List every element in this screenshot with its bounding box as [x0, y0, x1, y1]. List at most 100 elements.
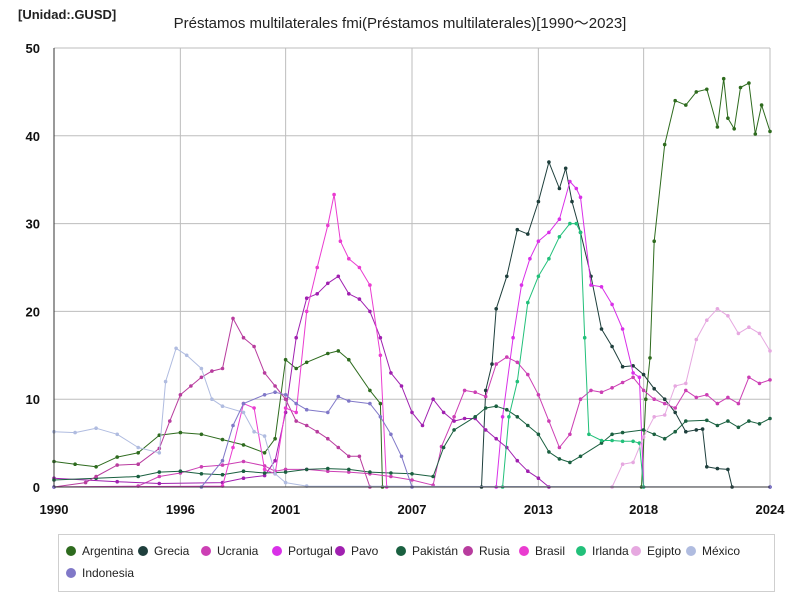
legend-label: Pakistán	[412, 544, 459, 558]
data-point-argentina	[336, 349, 341, 353]
data-point-egipto	[641, 435, 646, 439]
data-point-argentina	[220, 437, 225, 442]
legend-marker	[138, 546, 148, 556]
data-point-ucrania	[620, 380, 625, 385]
data-point-egipto	[620, 462, 625, 467]
data-point-grecia	[490, 362, 494, 366]
data-point-argentina	[73, 462, 77, 467]
legend-label: Irlanda	[592, 544, 629, 558]
data-point-indonesia	[347, 399, 351, 403]
data-point-pakistan	[505, 407, 509, 412]
data-point-ucrania	[326, 469, 330, 474]
data-point-portugal	[599, 285, 604, 289]
data-point-rusia	[189, 384, 193, 388]
data-point-pakistan	[652, 432, 656, 437]
data-point-rusia	[210, 369, 214, 373]
series-egipto	[52, 307, 772, 489]
legend-label: Portugal	[288, 544, 333, 558]
data-point-pakistan	[494, 404, 499, 409]
legend-label: Ucrania	[217, 544, 259, 558]
data-point-pavo	[420, 423, 425, 428]
data-point-argentina	[94, 465, 98, 469]
data-point-indonesia	[336, 394, 341, 399]
data-point-portugal	[574, 186, 579, 191]
legend-item-grecia: Grecia	[138, 544, 189, 558]
data-point-grecia	[715, 466, 720, 471]
data-point-brasil	[304, 309, 309, 314]
data-point-pakistan	[410, 472, 414, 476]
data-point-grecia	[652, 386, 656, 391]
data-point-portugal	[528, 256, 532, 261]
unit-label: [Unidad:.GUSD]	[18, 7, 117, 22]
x-tick-label: 2007	[398, 502, 427, 517]
data-point-pavo	[262, 473, 267, 478]
legend-label: Pavo	[351, 544, 379, 558]
data-point-argentina	[759, 103, 764, 107]
data-point-argentina	[326, 351, 330, 356]
data-point-egipto	[747, 325, 751, 330]
data-point-pakistan	[599, 441, 604, 445]
data-point-pavo	[326, 281, 330, 286]
data-point-mexico	[273, 472, 277, 476]
data-point-ucrania	[662, 401, 667, 406]
data-point-rusia	[315, 429, 320, 434]
data-point-brasil	[294, 410, 299, 415]
data-point-grecia	[526, 232, 530, 236]
legend-item-rusia: Rusia	[463, 544, 510, 558]
data-point-pavo	[357, 297, 362, 301]
data-point-pakistan	[620, 430, 625, 435]
legend-label: Rusia	[479, 544, 510, 558]
data-point-ucrania	[715, 401, 720, 406]
data-point-pavo	[410, 410, 414, 415]
data-point-ucrania	[347, 470, 351, 474]
data-point-pakistan	[389, 471, 393, 475]
data-point-portugal	[620, 327, 625, 331]
data-point-rusia	[347, 454, 351, 459]
data-point-irlanda	[526, 300, 530, 305]
legend-marker	[335, 546, 345, 556]
data-point-pavo	[441, 410, 446, 415]
legend-marker	[66, 546, 76, 556]
data-point-pavo	[389, 371, 393, 375]
legend-item-irlanda: Irlanda	[576, 544, 629, 558]
data-point-portugal	[631, 371, 635, 375]
data-point-argentina	[768, 129, 772, 134]
data-point-portugal	[578, 195, 583, 200]
data-point-rusia	[231, 316, 235, 321]
legend-item-egipto: Egipto	[631, 544, 681, 558]
data-point-pakistan	[368, 470, 372, 474]
data-point-pakistan	[452, 428, 456, 432]
data-point-ucrania	[578, 397, 583, 402]
data-point-pakistan	[220, 472, 225, 477]
data-point-egipto	[694, 337, 699, 342]
data-point-egipto	[715, 307, 720, 311]
data-point-grecia	[505, 274, 509, 279]
data-point-pakistan	[515, 415, 520, 419]
data-point-grecia	[694, 428, 699, 432]
data-point-pakistan	[241, 469, 246, 474]
data-point-argentina	[648, 356, 652, 360]
data-point-rusia	[294, 419, 299, 423]
data-point-indonesia	[220, 458, 225, 463]
data-point-ucrania	[599, 390, 604, 395]
data-point-pakistan	[578, 454, 583, 459]
data-point-irlanda	[599, 438, 604, 443]
data-point-pakistan	[157, 470, 162, 474]
data-point-argentina	[368, 388, 372, 393]
legend-item-pavo: Pavo	[335, 544, 378, 558]
x-tick-label: 1990	[40, 502, 69, 517]
data-point-rusia	[136, 462, 140, 467]
data-point-mexico	[94, 426, 98, 431]
grid-lines	[53, 47, 771, 488]
data-point-irlanda	[620, 439, 625, 444]
data-point-ucrania	[705, 393, 709, 397]
data-point-irlanda	[574, 221, 579, 226]
data-point-grecia	[494, 307, 499, 311]
data-point-pakistan	[178, 469, 183, 474]
data-point-egipto	[673, 384, 677, 388]
data-point-pavo	[378, 335, 383, 340]
data-point-egipto	[652, 415, 656, 419]
data-point-brasil	[338, 239, 343, 243]
data-point-portugal	[557, 217, 562, 221]
data-point-argentina	[178, 430, 183, 435]
